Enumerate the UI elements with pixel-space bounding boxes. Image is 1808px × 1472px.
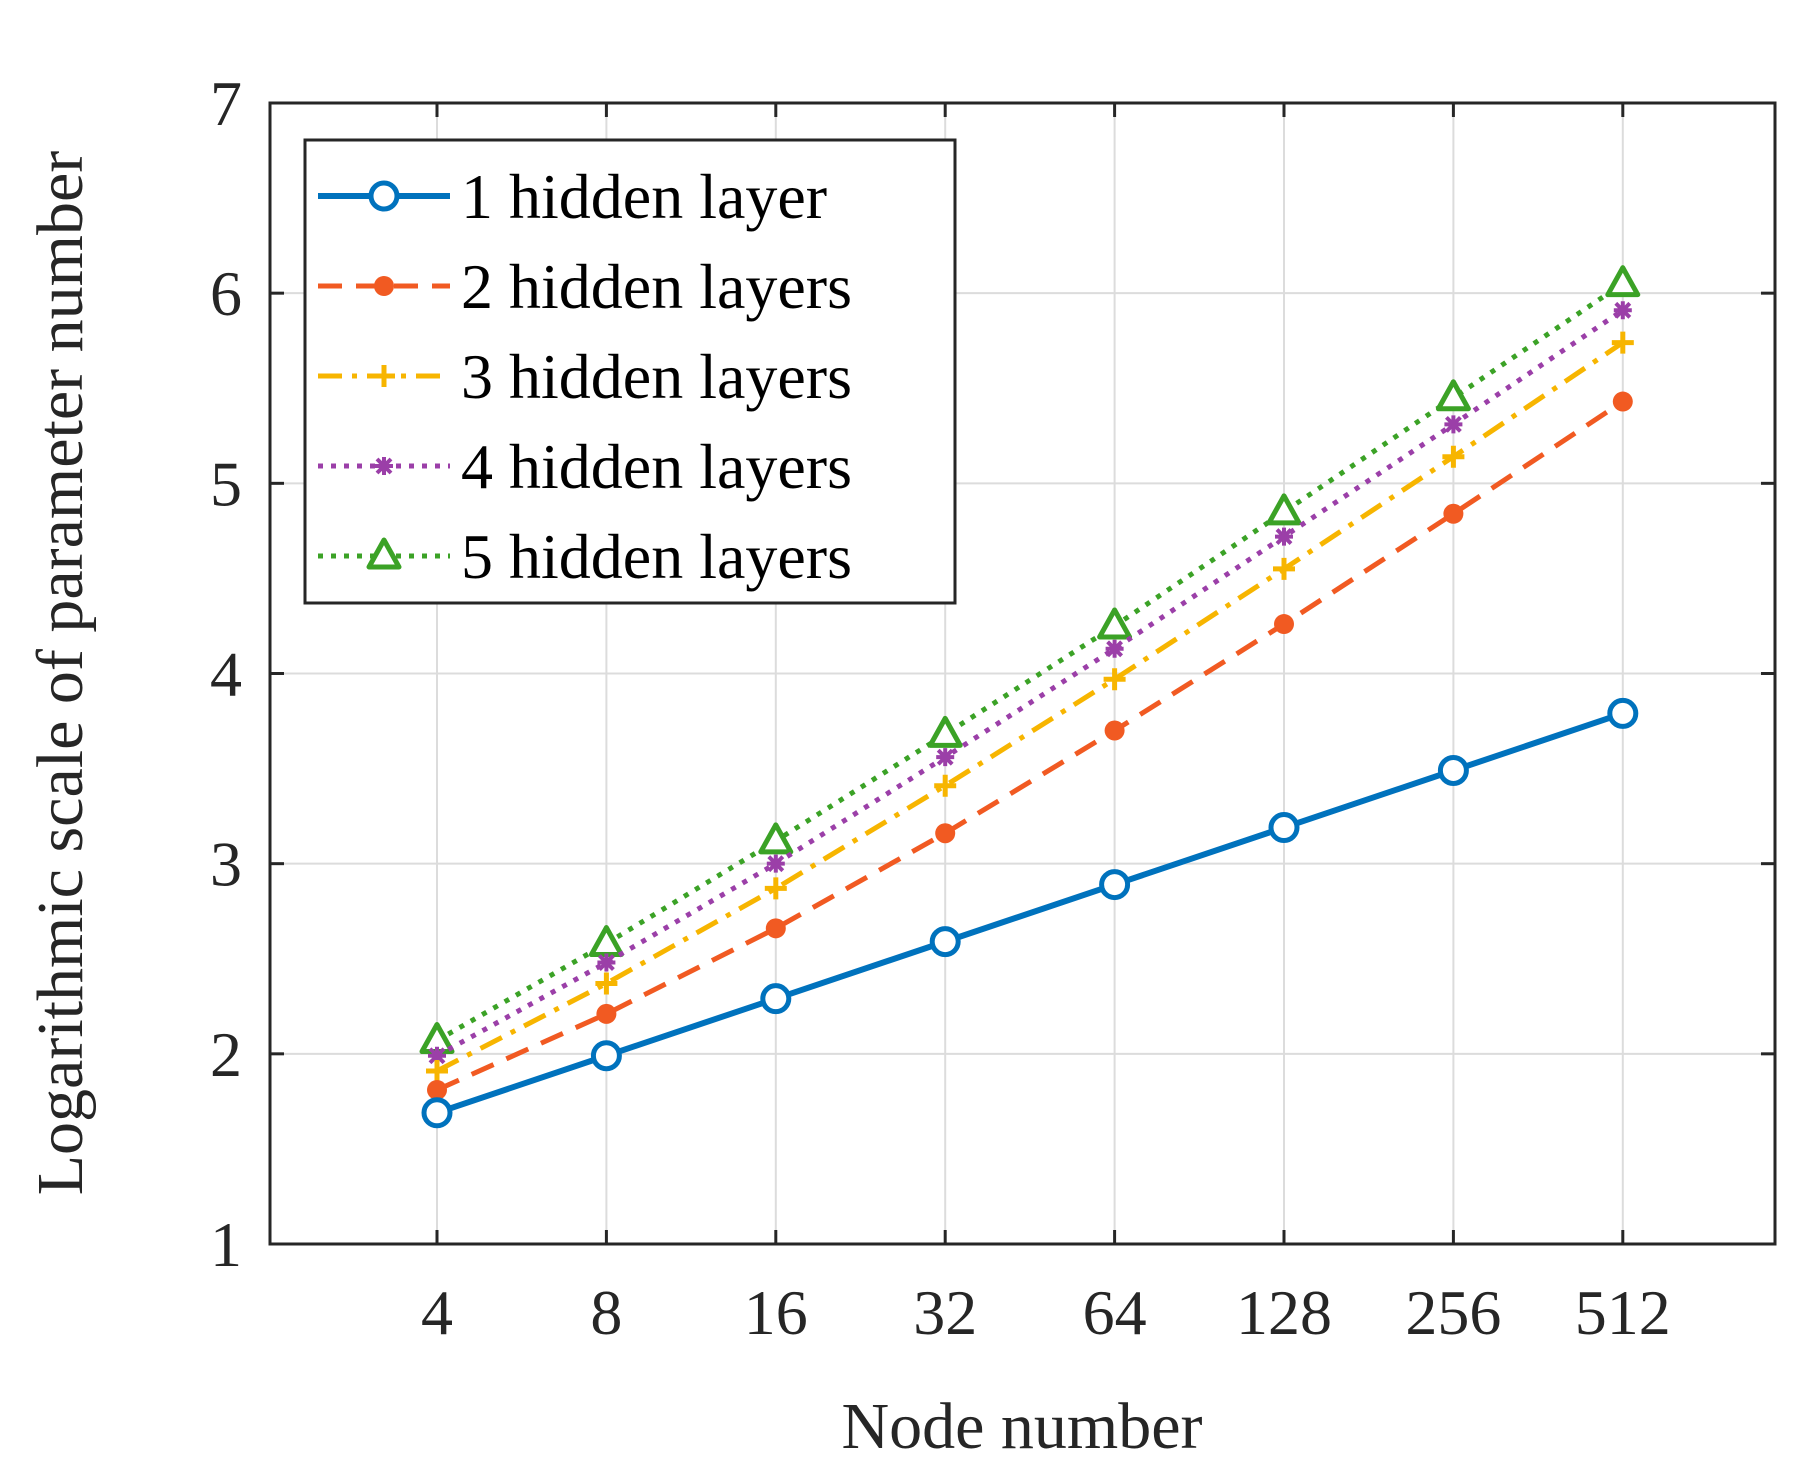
data-point [421, 1097, 453, 1129]
data-point [1104, 720, 1125, 741]
data-point [1437, 754, 1469, 786]
series-line [435, 308, 1625, 1058]
x-tick-label: 16 [744, 1277, 808, 1348]
data-point [927, 715, 963, 748]
legend-label: 3 hidden layers [461, 341, 852, 412]
data-point [1097, 607, 1133, 640]
series-1 [421, 697, 1639, 1129]
x-tick-label: 512 [1575, 1277, 1671, 1348]
y-axis-title: Logarithmic scale of parameter number [24, 151, 97, 1196]
data-point [596, 1003, 617, 1024]
data-point [1435, 379, 1471, 412]
series-line [435, 399, 1625, 1093]
legend-entry: 2 hidden layers [318, 251, 852, 322]
data-point [929, 926, 961, 958]
x-tick-label: 8 [590, 1277, 622, 1348]
data-point [766, 854, 785, 873]
data-point [760, 983, 792, 1015]
data-point [1605, 265, 1641, 298]
x-tick-label: 256 [1405, 1277, 1501, 1348]
series-layer [419, 265, 1641, 1129]
series-line [436, 710, 1624, 1116]
data-point [427, 1079, 447, 1100]
data-point [1266, 493, 1302, 526]
series-4 [428, 301, 1632, 1065]
data-point [1275, 527, 1293, 546]
y-tick-label: 2 [210, 1019, 242, 1090]
x-tick-label: 128 [1236, 1277, 1332, 1348]
data-point [765, 918, 786, 939]
y-tick-label: 1 [210, 1209, 242, 1280]
data-point [1103, 668, 1126, 691]
legend-marker [366, 537, 402, 570]
data-point [595, 972, 618, 995]
legend-entry: 5 hidden layers [318, 521, 852, 592]
x-tick-label: 4 [421, 1277, 453, 1348]
y-tick-label: 6 [210, 258, 242, 329]
y-tick-label: 7 [210, 68, 242, 139]
data-point [936, 748, 955, 767]
axis-ticks: 4 8 16 32 64 128 256 512 1 2 3 4 5 6 7 [210, 68, 1775, 1348]
series-2 [427, 391, 1633, 1100]
data-point [1613, 301, 1632, 320]
data-point [758, 822, 794, 855]
data-point [934, 774, 957, 797]
y-tick-label: 5 [210, 448, 242, 519]
data-point [1607, 697, 1639, 729]
data-point [1444, 415, 1463, 434]
data-point [935, 823, 956, 844]
legend-entry: 1 hidden layer [318, 161, 827, 232]
data-point [764, 877, 787, 900]
data-point [428, 1046, 446, 1065]
x-axis-title: Node number [841, 1390, 1202, 1463]
x-tick-label: 64 [1083, 1277, 1147, 1348]
data-point [1105, 639, 1124, 658]
data-point [1274, 614, 1294, 635]
legend: 1 hidden layer 2 hidden layers 3 hidden la… [303, 138, 957, 605]
legend-box [303, 138, 957, 605]
legend-label: 1 hidden layer [461, 161, 827, 232]
legend-marker [373, 365, 395, 387]
legend-label: 2 hidden layers [461, 251, 852, 322]
y-tick-label: 3 [210, 829, 242, 900]
data-point [426, 1059, 448, 1082]
series-5 [419, 265, 1641, 1055]
data-point [1268, 812, 1300, 844]
data-point [1273, 557, 1295, 580]
data-point [590, 1040, 622, 1072]
y-tick-label: 4 [210, 639, 242, 710]
data-point [1099, 869, 1131, 901]
data-point [1443, 503, 1464, 524]
legend-entry: 4 hidden layers [318, 431, 852, 502]
data-point [1611, 331, 1634, 354]
legend-marker [375, 457, 393, 475]
x-tick-label: 32 [913, 1277, 977, 1348]
legend-label: 5 hidden layers [461, 521, 852, 592]
series-3 [426, 331, 1634, 1082]
legend-label: 4 hidden layers [461, 431, 852, 502]
legend-marker [374, 276, 394, 296]
legend-entry: 3 hidden layers [318, 341, 852, 412]
data-point [1612, 391, 1633, 412]
legend-marker [368, 180, 400, 212]
data-point [1442, 445, 1465, 468]
series-line [435, 281, 1625, 1043]
data-point [597, 953, 616, 972]
